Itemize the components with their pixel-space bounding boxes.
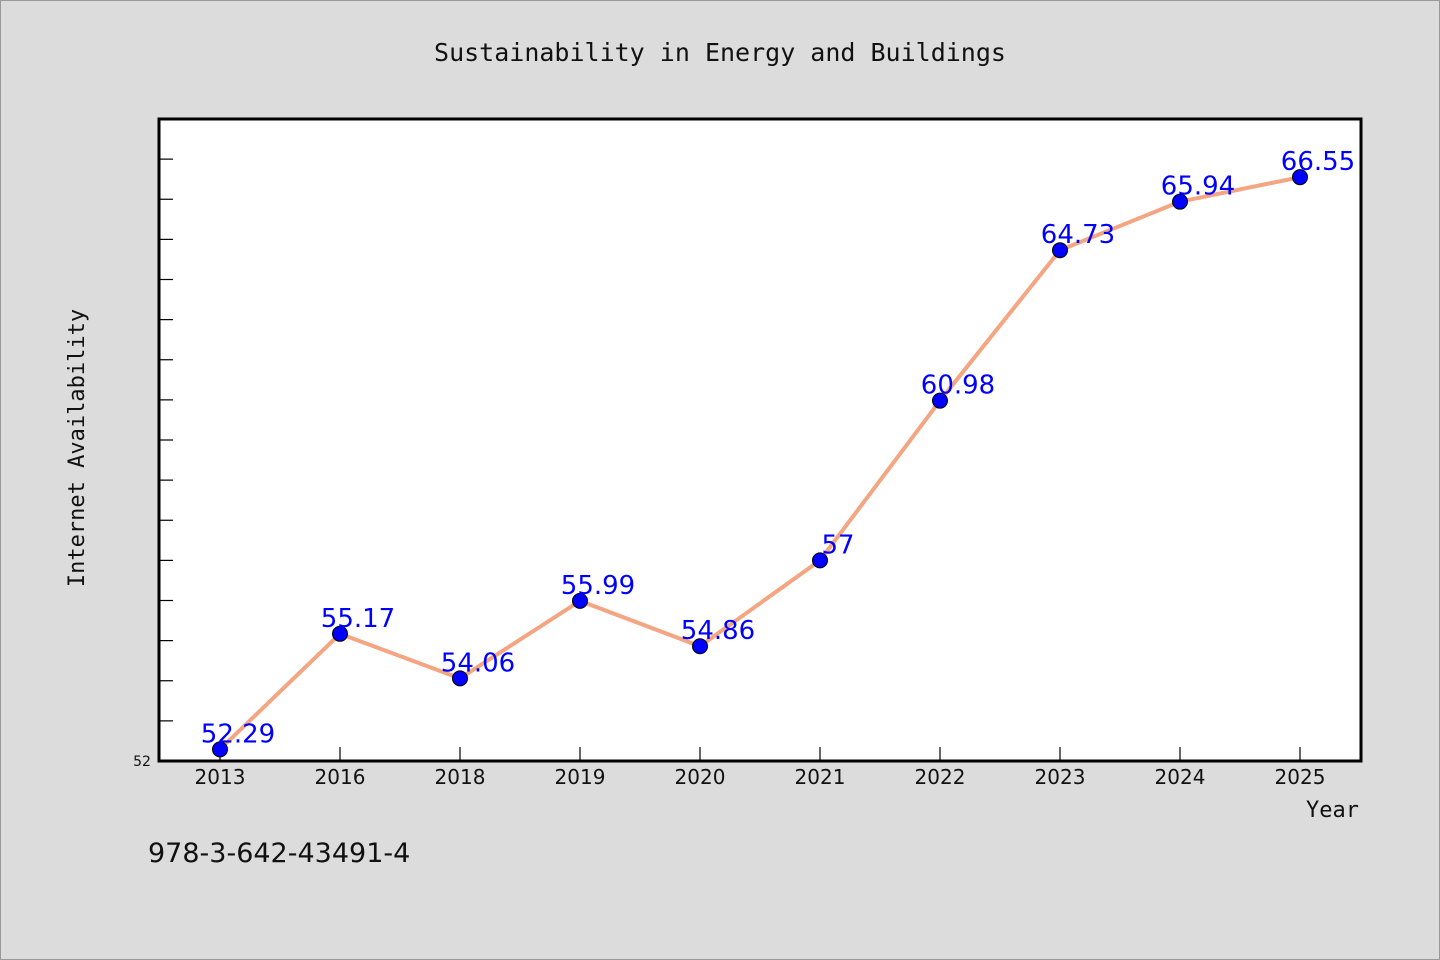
x-tick-label: 2023 [1035,765,1086,789]
x-tick-label: 2013 [195,765,246,789]
y-axis-ticks [159,158,173,722]
y-axis-label: Internet Availability [65,309,90,587]
x-tick-label: 2018 [435,765,486,789]
x-tick-label: 2024 [1155,765,1206,789]
data-point [332,625,348,642]
data-label: 60.98 [921,371,995,401]
x-tick-label: 2022 [915,765,966,789]
plot-area [157,117,1363,763]
data-point [812,552,828,569]
x-tick-label: 2025 [1275,765,1326,789]
data-label: 55.17 [321,604,395,634]
x-axis-label: Year [1306,798,1359,823]
y-axis-min-label: 52 [133,754,151,770]
x-tick-label: 2020 [675,765,726,789]
data-point [452,670,468,687]
data-labels: 52.29 55.17 54.06 55.99 54.86 57 60.98 64.73 65.… [201,147,1355,749]
data-point [932,392,948,409]
series-line [218,175,1302,752]
x-tick-labels: 2013 2016 2018 2019 2020 2021 2022 2023 2024 2025 [195,765,1326,789]
data-point [1052,242,1068,259]
data-label: 52.29 [201,719,275,749]
data-point [1292,169,1308,186]
series-markers [212,169,1308,758]
x-tick-label: 2019 [555,765,606,789]
data-point [1172,193,1188,210]
chart-title: Sustainability in Energy and Buildings [434,38,1006,67]
isbn-text: 978-3-642-43491-4 [148,838,410,869]
data-point [692,638,708,655]
series-polyline [218,175,1302,752]
data-point [572,592,588,609]
data-label: 66.55 [1281,147,1355,177]
x-tick-label: 2016 [315,765,366,789]
data-label: 55.99 [561,571,635,601]
data-label: 54.06 [441,648,515,678]
data-label: 64.73 [1041,220,1115,250]
data-label: 54.86 [681,616,755,646]
data-point [212,741,228,758]
x-tick-label: 2021 [795,765,846,789]
x-axis-ticks [219,747,1301,761]
data-label: 65.94 [1161,172,1235,202]
data-label: 57 [821,530,854,560]
